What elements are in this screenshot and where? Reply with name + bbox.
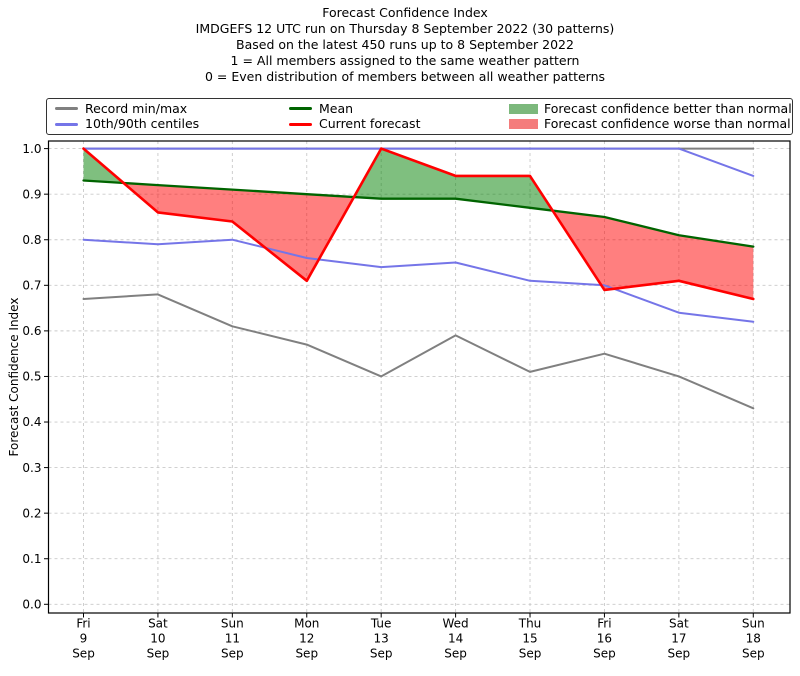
legend-item-mean: Mean — [287, 101, 509, 116]
legend-item-current-forecast: Current forecast — [287, 117, 509, 132]
legend-item-record-minmax: Record min/max — [53, 101, 287, 116]
chart-title-line-2: IMDGEFS 12 UTC run on Thursday 8 Septemb… — [195, 21, 615, 36]
y-tick-label: 1.0 — [22, 142, 41, 156]
x-tick-label: Fri — [76, 617, 90, 631]
x-tick-label: Fri — [597, 617, 611, 631]
y-tick-label: 0.6 — [22, 324, 41, 338]
confidence-fills — [83, 148, 754, 299]
x-tick-label: Mon — [294, 617, 319, 631]
legend-item-centiles: 10th/90th centiles — [53, 117, 287, 132]
y-tick-label: 0.5 — [22, 370, 41, 384]
x-tick-label: Sep — [221, 647, 244, 661]
x-tick-label: 12 — [299, 632, 314, 646]
legend-column-3: Forecast confidence better than normal F… — [509, 101, 792, 132]
series-record-min — [82, 293, 755, 410]
y-tick-labels: 0.0 0.1 0.2 0.3 0.4 0.5 0.6 0.7 0.8 0.9 1.0 — [22, 142, 41, 612]
x-tick-label: Wed — [443, 617, 469, 631]
y-tick-label: 0.9 — [22, 187, 41, 201]
legend-column-1: Record min/max 10th/90th centiles — [53, 101, 287, 132]
x-tick-label: Sep — [72, 647, 95, 661]
series-10th-centile-group — [82, 238, 755, 323]
record-minmax-line-swatch — [55, 107, 78, 111]
x-tick-label: Sep — [742, 647, 765, 661]
x-tick-label: Sep — [295, 647, 318, 661]
legend-item-label: Current forecast — [319, 115, 421, 131]
fill-worse-than-normal — [552, 210, 754, 299]
confidence-better-patch-swatch — [509, 103, 538, 114]
legend-item-label: Forecast confidence better than normal — [544, 100, 792, 116]
x-tick-label: Sat — [669, 617, 689, 631]
y-tick-label: 0.4 — [22, 415, 41, 429]
x-tick-label: Sep — [519, 647, 542, 661]
x-tick-label: Sep — [147, 647, 170, 661]
y-tick-label: 0.3 — [22, 461, 41, 475]
chart-title-line-4: 1 = All members assigned to the same wea… — [230, 53, 580, 68]
series-current-forecast-group — [82, 147, 755, 301]
x-tick-label: Sep — [370, 647, 393, 661]
x-tick-label: Sep — [668, 647, 691, 661]
chart-title-line-1: Forecast Confidence Index — [322, 5, 488, 20]
x-tick-label: 14 — [448, 632, 463, 646]
x-tick-label: 9 — [80, 632, 88, 646]
x-tick-labels: Fri9SepSat10SepSun11SepMon12SepTue13SepW… — [72, 617, 765, 661]
chart-title-block: Forecast Confidence Index IMDGEFS 12 UTC… — [10, 5, 800, 85]
y-tick-label: 0.8 — [22, 233, 41, 247]
confidence-worse-patch-swatch — [509, 119, 538, 130]
x-tick-label: 17 — [671, 632, 686, 646]
series-90th-centile-group — [82, 147, 755, 177]
x-tick-label: 18 — [746, 632, 761, 646]
legend-item-label: Record min/max — [85, 100, 188, 116]
x-tick-label: Sun — [742, 617, 765, 631]
legend-column-2: Mean Current forecast — [287, 101, 509, 132]
chart-title-line-3: Based on the latest 450 runs up to 8 Sep… — [236, 37, 574, 52]
x-tick-label: 13 — [374, 632, 389, 646]
series-mean-group — [82, 179, 755, 248]
x-tick-label: Sat — [148, 617, 168, 631]
x-tick-label: Sun — [221, 617, 244, 631]
axes-frame — [44, 140, 791, 618]
legend-item-confidence-worse: Forecast confidence worse than normal — [509, 117, 792, 132]
legend-item-label: 10th/90th centiles — [85, 115, 200, 131]
series-10th-centile — [82, 238, 755, 323]
series-record-min-group — [82, 293, 755, 410]
series-current-forecast — [82, 147, 755, 301]
y-tick-label: 0.7 — [22, 279, 41, 293]
y-tick-label: 0.2 — [22, 506, 41, 520]
current-forecast-line-swatch — [289, 122, 312, 126]
y-tick-label: 0.0 — [22, 598, 41, 612]
legend-item-confidence-better: Forecast confidence better than normal — [509, 101, 792, 116]
x-tick-label: 11 — [225, 632, 240, 646]
legend-item-label: Forecast confidence worse than normal — [544, 115, 791, 131]
centiles-line-swatch — [55, 122, 78, 126]
x-tick-label: 16 — [597, 632, 612, 646]
series-mean — [82, 179, 755, 248]
x-tick-label: Thu — [518, 617, 542, 631]
chart-title-line-5: 0 = Even distribution of members between… — [204, 69, 606, 84]
x-tick-label: 15 — [522, 632, 537, 646]
x-tick-label: Tue — [370, 617, 392, 631]
legend: Record min/max 10th/90th centiles Mean C… — [46, 98, 793, 135]
legend-item-label: Mean — [319, 100, 354, 116]
x-tick-label: Sep — [444, 647, 467, 661]
y-tick-label: 0.1 — [22, 552, 41, 566]
x-tick-label: 10 — [150, 632, 165, 646]
mean-line-swatch — [289, 107, 312, 111]
fill-better-than-normal — [353, 148, 553, 211]
x-tick-label: Sep — [593, 647, 616, 661]
series-90th-centile — [82, 147, 755, 177]
